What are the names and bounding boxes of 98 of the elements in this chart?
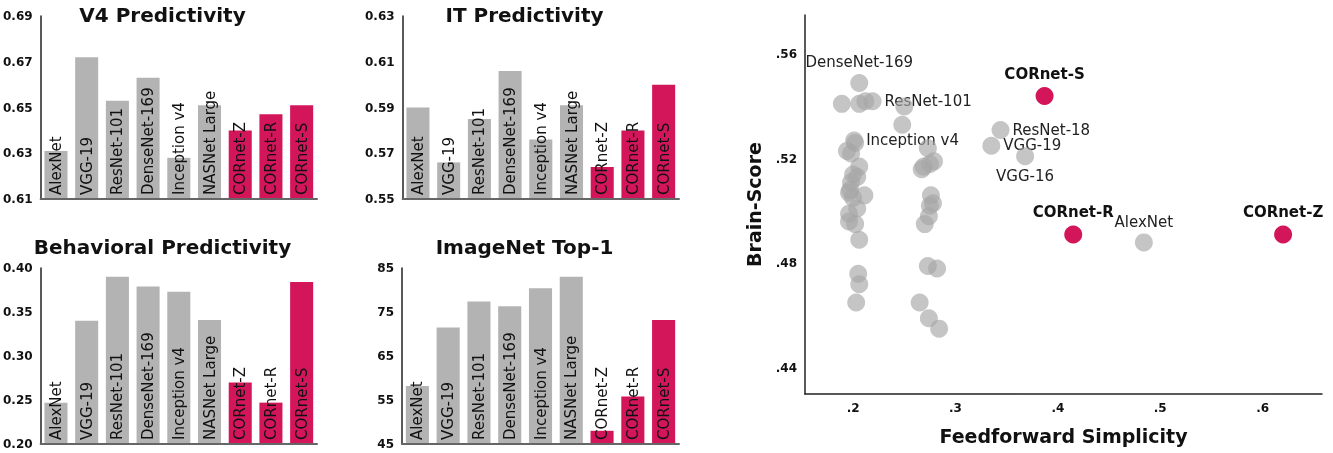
x-tick-label: NASNet Large <box>200 335 219 440</box>
x-tick-label: CORnet-Z <box>231 121 250 195</box>
point <box>928 259 947 278</box>
point <box>893 115 912 134</box>
point <box>919 309 938 328</box>
x-tick-label: CORnet-S <box>292 367 311 440</box>
x-tick-label: CORnet-S <box>654 367 673 440</box>
y-tick-label: 85 <box>377 261 394 275</box>
chart-title: Behavioral Predictivity <box>33 235 292 259</box>
x-tick-label: NASNet Large <box>200 90 219 195</box>
point <box>832 94 851 113</box>
x-tick-label: VGG-19 <box>439 136 458 195</box>
y-axis-title: Brain-Score <box>742 142 765 267</box>
x-tick-label: DenseNet-169 <box>139 87 158 195</box>
point <box>910 293 929 312</box>
x-axis-title: Feedforward Simplicity <box>939 424 1189 447</box>
series-label: CORnet-S <box>1004 64 1085 83</box>
annotation: DenseNet-169 <box>805 53 914 72</box>
y-tick-label: 0.25 <box>3 393 33 407</box>
annotation: ResNet-18 <box>1012 120 1091 139</box>
series-label: CORnet-Z <box>1242 203 1324 222</box>
x-tick-label: Inception v4 <box>169 102 188 195</box>
point <box>1064 225 1083 244</box>
y-tick-label: 0.30 <box>3 349 33 363</box>
y-tick-label: 0.63 <box>3 146 33 161</box>
point <box>1035 87 1054 106</box>
y-tick-label: 0.67 <box>3 54 33 69</box>
point <box>850 275 869 294</box>
x-tick-label: DenseNet-169 <box>500 332 519 440</box>
x-tick-label: ResNet-101 <box>470 107 489 195</box>
x-tick-label: CORnet-R <box>623 366 642 440</box>
point <box>846 215 865 234</box>
y-tick-label: 0.20 <box>3 437 33 451</box>
x-tick-label: AlexNet <box>408 381 427 440</box>
x-tick-label: CORnet-R <box>261 121 280 195</box>
y-tick-label: 65 <box>377 349 394 363</box>
x-tick-label: .2 <box>846 401 860 415</box>
x-tick-label: AlexNet <box>46 381 65 440</box>
point <box>930 319 949 338</box>
y-tick-label: .48 <box>775 256 797 271</box>
x-tick-label: DenseNet-169 <box>139 332 158 440</box>
series-label: CORnet-R <box>1032 203 1115 222</box>
x-tick-label: .5 <box>1153 401 1167 415</box>
point <box>842 144 861 163</box>
x-tick-label: VGG-19 <box>439 381 458 440</box>
point <box>847 293 866 312</box>
y-tick-label: 0.55 <box>365 192 395 206</box>
x-tick-label: CORnet-S <box>654 122 673 195</box>
y-tick-label: 0.35 <box>3 305 33 319</box>
x-tick-label: CORnet-Z <box>593 366 612 440</box>
x-tick-label: CORnet-S <box>292 122 311 195</box>
point <box>1134 233 1153 252</box>
y-tick-label: .52 <box>775 151 797 166</box>
y-tick-label: 0.65 <box>3 100 33 115</box>
y-tick-label: 0.57 <box>365 146 395 161</box>
y-tick-label: 0.61 <box>365 54 395 69</box>
x-tick-label: ResNet-101 <box>469 352 488 440</box>
x-tick-label: Inception v4 <box>531 347 550 440</box>
annotation: AlexNet <box>1114 212 1174 231</box>
point <box>915 215 934 234</box>
x-tick-label: DenseNet-169 <box>501 87 520 195</box>
annotation: VGG-16 <box>996 166 1055 185</box>
x-tick-label: .4 <box>1051 401 1065 415</box>
x-tick-label: Inception v4 <box>169 347 188 440</box>
x-tick-label: ResNet-101 <box>108 107 127 195</box>
x-tick-label: .6 <box>1256 401 1270 415</box>
y-tick-label: 0.40 <box>3 261 33 275</box>
x-tick-label: VGG-19 <box>77 381 96 440</box>
x-tick-label: CORnet-R <box>623 121 642 195</box>
x-tick-label: VGG-19 <box>77 136 96 195</box>
y-tick-label: 0.63 <box>365 9 395 23</box>
y-tick-label: 55 <box>377 393 394 407</box>
chart-title: IT Predictivity <box>445 3 604 27</box>
x-tick-label: NASNet Large <box>562 335 581 440</box>
x-tick-label: NASNet Large <box>562 90 581 195</box>
y-tick-label: 45 <box>377 437 394 451</box>
x-tick-label: CORnet-Z <box>231 366 250 440</box>
point <box>1274 225 1293 244</box>
y-tick-label: 75 <box>377 305 394 319</box>
x-tick-label: AlexNet <box>408 136 427 195</box>
x-tick-label: AlexNet <box>46 136 65 195</box>
point <box>850 73 869 92</box>
point <box>982 136 1001 155</box>
chart-title: ImageNet Top-1 <box>435 235 614 259</box>
chart-title: V4 Predictivity <box>79 3 246 27</box>
x-tick-label: .3 <box>949 401 962 415</box>
x-tick-label: CORnet-Z <box>593 121 612 195</box>
y-tick-label: 0.61 <box>3 192 33 206</box>
x-tick-label: ResNet-101 <box>108 352 127 440</box>
point <box>863 92 882 111</box>
y-tick-label: .44 <box>775 360 797 375</box>
x-tick-label: Inception v4 <box>531 102 550 195</box>
x-tick-label: CORnet-R <box>261 366 280 440</box>
y-tick-label: 0.59 <box>365 100 395 115</box>
y-tick-label: 0.69 <box>3 9 33 23</box>
point <box>991 121 1010 139</box>
point <box>850 230 869 249</box>
y-tick-label: .56 <box>775 47 797 62</box>
